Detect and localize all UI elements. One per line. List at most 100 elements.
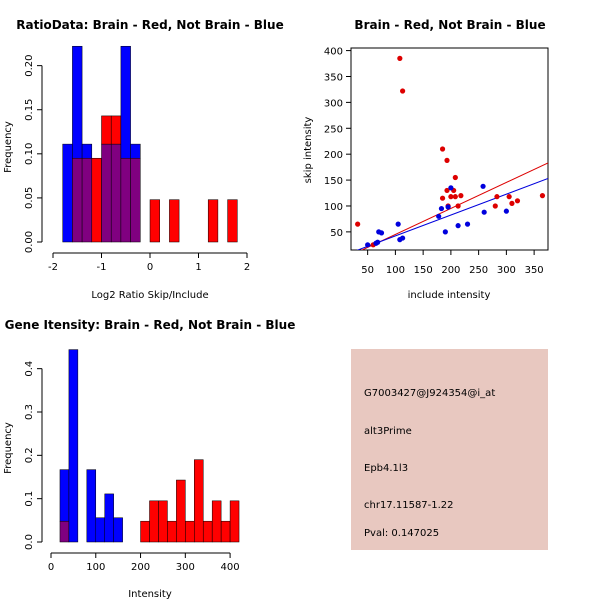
notbrain-point: [480, 183, 486, 189]
histogram-notbrain-bar: [81, 143, 93, 159]
notbrain-point: [455, 223, 461, 229]
x-tick-label: 0: [147, 262, 153, 273]
notbrain-point: [464, 221, 471, 227]
x-tick-label: 0: [48, 562, 54, 573]
x-tick-label: -2: [48, 262, 58, 273]
x-tick-label: 200: [131, 562, 150, 573]
y-tick-label: 0.00: [24, 231, 35, 253]
info-box: [351, 349, 548, 550]
x-tick-label: 100: [86, 562, 105, 573]
ratio-histogram-panel: RatioData: Brain - Red, Not Brain - Blue…: [3, 18, 284, 301]
y-tick-label: 300: [324, 98, 343, 109]
gene-histogram-panel: Gene Itensity: Brain - Red, Not Brain - …: [3, 318, 295, 600]
y-tick-label: 200: [324, 150, 343, 161]
y-tick-label: 0.3: [24, 404, 35, 420]
brain-point: [397, 55, 403, 61]
x-tick-label: 2: [244, 262, 250, 273]
brain-point: [439, 146, 446, 152]
histogram-brain-bar: [101, 115, 112, 145]
histogram-overlap-bar: [59, 520, 70, 543]
info-probe-id: G7003427@J924354@i_at: [364, 388, 495, 399]
notbrain-point: [400, 235, 406, 241]
brain-point: [539, 193, 546, 199]
brain-point: [509, 200, 515, 206]
ratio-histogram-title: RatioData: Brain - Red, Not Brain - Blue: [16, 18, 283, 32]
histogram-brain-bar: [227, 199, 238, 243]
histogram-notbrain-bar: [68, 349, 79, 543]
histogram-brain-bar: [169, 199, 180, 243]
scatter-axes: 50 100 150 200 250 300 350 50 100 150 200 250 300 350…: [324, 47, 544, 276]
x-tick-label: 100: [386, 265, 405, 276]
notbrain-fit-line: [356, 178, 548, 250]
gene-histogram-ylabel: Frequency: [3, 422, 14, 474]
histogram-overlap-bar: [130, 157, 141, 243]
histogram-notbrain-bar: [113, 517, 123, 543]
histogram-notbrain-bar: [120, 45, 131, 159]
histogram-notbrain-bar: [59, 469, 70, 522]
brain-point: [514, 198, 521, 204]
y-tick-label: 350: [324, 72, 343, 83]
histogram-overlap-bar: [101, 143, 112, 243]
histogram-overlap-bar: [72, 157, 83, 243]
histogram-brain-bar: [110, 115, 122, 145]
brain-point: [452, 174, 458, 181]
notbrain-point: [448, 185, 454, 191]
histogram-brain-bar: [158, 500, 168, 543]
x-tick-label: -1: [97, 262, 107, 273]
brain-point: [444, 187, 450, 194]
histogram-brain-bar: [149, 500, 159, 543]
y-tick-label: 0.20: [24, 55, 35, 77]
histogram-brain-bar: [202, 520, 213, 543]
histogram-brain-bar: [91, 157, 102, 243]
scatter-points: [355, 55, 546, 248]
x-tick-label: 300: [176, 562, 195, 573]
y-tick-label: 0.15: [24, 99, 35, 121]
brain-point: [458, 193, 464, 199]
histogram-brain-bar: [176, 479, 186, 543]
scatter-plot-box: [350, 47, 549, 251]
ratio-histogram-bars: [62, 45, 238, 243]
ratio-histogram-xlabel: Log2 Ratio Skip/Include: [91, 290, 208, 301]
histogram-overlap-bar: [81, 157, 93, 243]
ratio-histogram-ylabel: Frequency: [3, 121, 14, 173]
scatter-xlabel: include intensity: [408, 290, 491, 301]
x-tick-label: 300: [497, 265, 516, 276]
histogram-overlap-bar: [120, 157, 131, 243]
brain-point: [492, 203, 498, 209]
notbrain-point: [503, 208, 509, 214]
gene-histogram-xlabel: Intensity: [128, 589, 172, 600]
brain-point: [448, 194, 454, 200]
notbrain-point: [375, 239, 381, 245]
notbrain-point: [481, 209, 487, 215]
histogram-notbrain-bar: [86, 469, 97, 543]
notbrain-point: [365, 242, 371, 248]
histogram-brain-bar: [220, 520, 231, 543]
scatter-title: Brain - Red, Not Brain - Blue: [354, 18, 545, 32]
histogram-notbrain-bar: [95, 517, 105, 543]
x-tick-label: 250: [469, 265, 488, 276]
gene-histogram-axes: 0 100 200 300 400 0.0 0.1 0.2 0.3 0.4: [24, 361, 240, 573]
y-tick-label: 0.1: [24, 491, 35, 507]
brain-point: [400, 88, 406, 94]
x-tick-label: 1: [195, 262, 201, 273]
notbrain-point: [445, 204, 451, 210]
brain-point: [444, 157, 450, 163]
histogram-notbrain-bar: [104, 493, 114, 543]
gene-histogram-bars: [59, 349, 240, 543]
y-tick-label: 100: [324, 202, 343, 213]
histogram-overlap-bar: [110, 143, 122, 243]
notbrain-point: [378, 230, 385, 236]
histogram-brain-bar: [140, 520, 150, 543]
y-tick-label: 0.05: [24, 187, 35, 209]
histogram-brain-bar: [211, 500, 222, 543]
histogram-brain-bar: [229, 500, 240, 543]
x-tick-label: 200: [441, 265, 460, 276]
y-tick-label: 0.2: [24, 447, 35, 463]
x-tick-label: 150: [414, 265, 433, 276]
scatter-ylabel: skip intensity: [303, 117, 314, 184]
y-tick-label: 0.0: [24, 534, 35, 550]
x-tick-label: 50: [361, 265, 374, 276]
histogram-brain-bar: [185, 520, 195, 543]
brain-point: [355, 221, 361, 227]
